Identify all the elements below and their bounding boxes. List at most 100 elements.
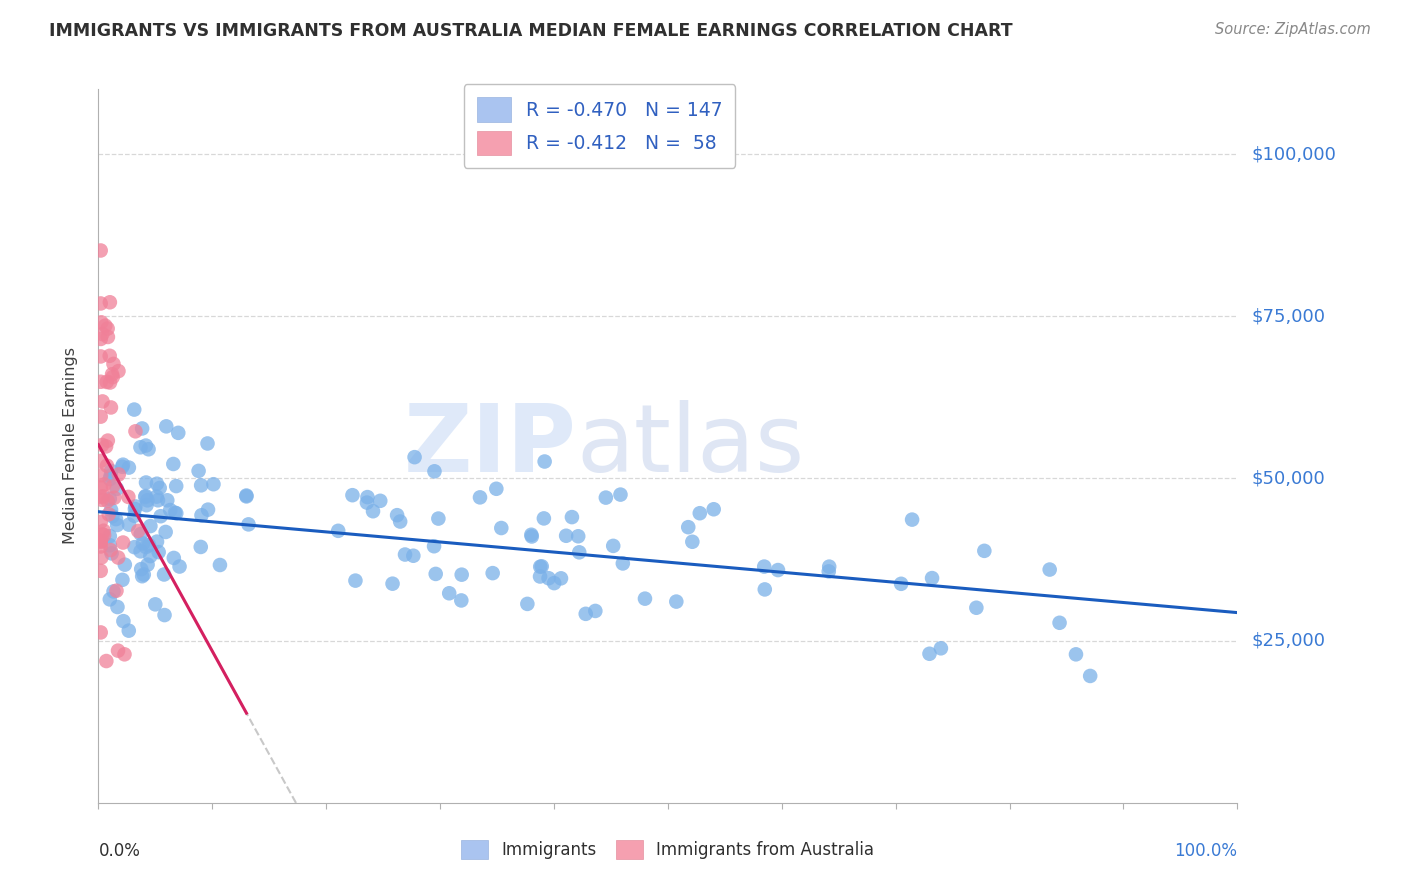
Point xyxy=(425,566,447,581)
Point xyxy=(90,540,112,554)
Point xyxy=(90,409,112,424)
Point xyxy=(567,529,589,543)
Point xyxy=(155,419,177,434)
Point xyxy=(167,425,190,440)
Point xyxy=(98,592,121,607)
Point xyxy=(609,487,631,501)
Point xyxy=(159,503,181,517)
Point xyxy=(94,318,117,333)
Point xyxy=(124,508,146,523)
Point xyxy=(90,534,112,549)
Point xyxy=(595,491,617,505)
Point xyxy=(550,571,572,585)
Point xyxy=(575,607,598,621)
Point xyxy=(93,524,115,538)
Text: 0.0%: 0.0% xyxy=(98,842,141,860)
Point xyxy=(93,477,115,491)
Point xyxy=(90,533,112,548)
Point xyxy=(481,566,503,581)
Point xyxy=(208,558,231,572)
Text: ZIP: ZIP xyxy=(404,400,576,492)
Point xyxy=(555,529,578,543)
Point xyxy=(165,506,187,520)
Point xyxy=(965,600,987,615)
Point xyxy=(101,479,124,493)
Point xyxy=(124,540,146,554)
Point xyxy=(468,491,491,505)
Point xyxy=(543,576,565,591)
Point xyxy=(520,527,543,541)
Point xyxy=(90,535,112,549)
Point xyxy=(1039,563,1062,577)
Point xyxy=(356,495,378,509)
Text: $25,000: $25,000 xyxy=(1251,632,1326,649)
Point xyxy=(96,375,118,389)
Point xyxy=(90,492,112,507)
Point xyxy=(90,375,112,389)
Point xyxy=(94,439,117,453)
Point xyxy=(423,539,446,553)
Point xyxy=(97,508,120,522)
Point xyxy=(163,506,186,520)
Point xyxy=(90,550,112,565)
Point xyxy=(97,321,120,335)
Point xyxy=(98,376,121,390)
Point xyxy=(114,648,136,662)
Point xyxy=(485,482,508,496)
Point xyxy=(103,357,125,371)
Point xyxy=(112,535,135,549)
Point xyxy=(100,468,122,483)
Point xyxy=(96,458,118,473)
Point xyxy=(129,527,152,541)
Point xyxy=(105,512,128,526)
Point xyxy=(127,524,149,538)
Text: 100.0%: 100.0% xyxy=(1174,842,1237,860)
Point xyxy=(114,558,136,572)
Point xyxy=(156,493,179,508)
Point xyxy=(146,493,169,508)
Point xyxy=(389,515,412,529)
Point xyxy=(93,528,115,542)
Point xyxy=(190,478,212,492)
Point xyxy=(97,330,120,344)
Point xyxy=(356,490,378,504)
Point xyxy=(561,510,583,524)
Y-axis label: Median Female Earnings: Median Female Earnings xyxy=(63,348,77,544)
Point xyxy=(145,490,167,504)
Point xyxy=(402,549,425,563)
Point xyxy=(529,569,551,583)
Point xyxy=(818,559,841,574)
Point xyxy=(135,475,157,490)
Point xyxy=(100,503,122,517)
Point xyxy=(423,464,446,478)
Point xyxy=(437,586,460,600)
Point xyxy=(602,539,624,553)
Text: $75,000: $75,000 xyxy=(1251,307,1326,326)
Point xyxy=(163,551,186,566)
Point xyxy=(103,491,125,505)
Point xyxy=(131,569,153,583)
Point xyxy=(138,442,160,457)
Point xyxy=(90,296,112,310)
Point xyxy=(97,434,120,448)
Point xyxy=(139,519,162,533)
Point xyxy=(100,464,122,478)
Point xyxy=(238,517,260,532)
Point xyxy=(129,562,152,576)
Point xyxy=(153,608,176,623)
Point xyxy=(90,315,112,329)
Point xyxy=(703,502,725,516)
Point xyxy=(91,438,114,452)
Point xyxy=(450,593,472,607)
Point xyxy=(90,244,112,258)
Point xyxy=(143,598,166,612)
Point xyxy=(368,493,391,508)
Point xyxy=(132,536,155,550)
Point xyxy=(516,597,538,611)
Point xyxy=(190,508,212,523)
Point xyxy=(901,513,924,527)
Point xyxy=(131,421,153,435)
Point xyxy=(90,564,112,578)
Point xyxy=(105,482,128,496)
Point xyxy=(118,460,141,475)
